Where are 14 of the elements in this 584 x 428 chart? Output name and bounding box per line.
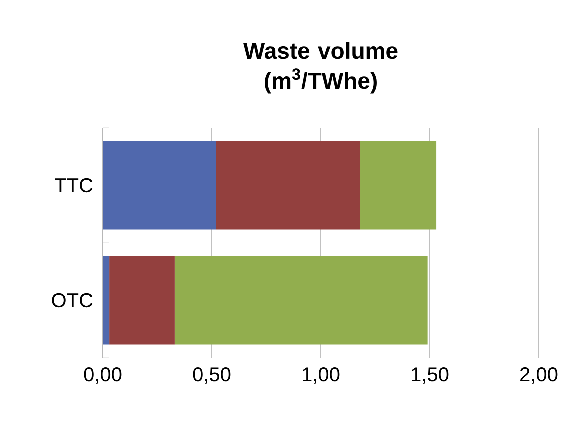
bar <box>110 256 175 345</box>
x-tick-label: 1,50 <box>412 368 449 384</box>
x-tick-label: 2,00 <box>520 368 558 384</box>
bar <box>103 256 110 345</box>
x-tick-label: 0,50 <box>193 368 231 384</box>
y-tick-label: OTC <box>52 293 93 308</box>
y-tick-label: TTC <box>55 178 93 193</box>
bar <box>103 141 216 230</box>
bar <box>174 256 428 345</box>
bar <box>360 141 437 230</box>
x-tick-label: 0,00 <box>84 368 122 384</box>
bar <box>216 141 360 230</box>
x-tick-label: 1,00 <box>303 368 340 384</box>
chart-title: Waste volume (m$^{3}$/TWhe) <box>243 42 398 94</box>
